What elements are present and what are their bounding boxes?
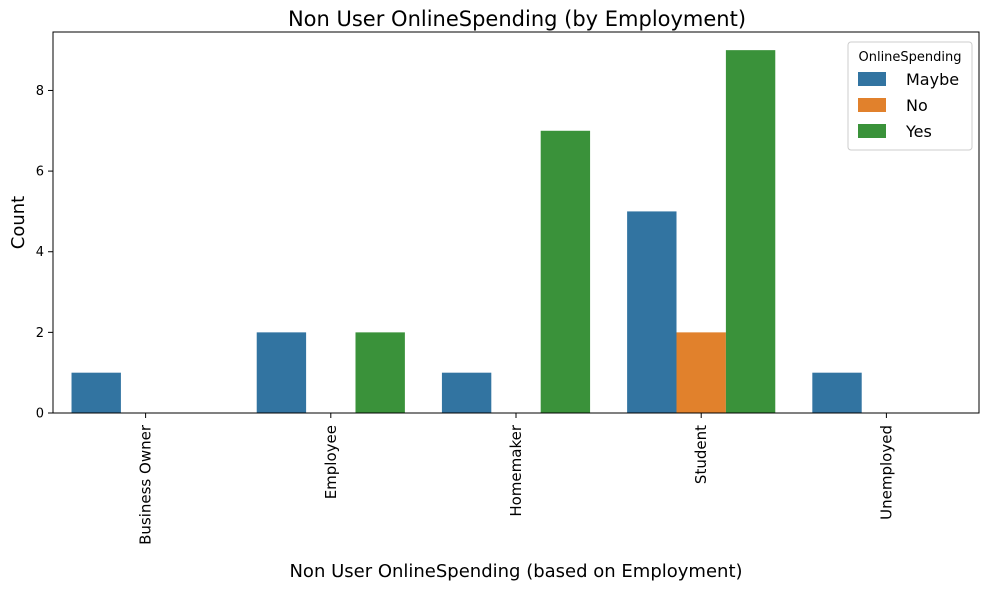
legend-swatch-maybe	[858, 72, 886, 86]
legend-label-maybe: Maybe	[906, 70, 959, 89]
x-tick-label: Business Owner	[137, 424, 155, 545]
bar-student-yes	[726, 50, 775, 413]
x-axis-label: Non User OnlineSpending (based on Employ…	[289, 561, 742, 582]
legend-label-yes: Yes	[905, 122, 932, 141]
y-tick-label: 8	[36, 84, 44, 99]
legend-swatch-yes	[858, 124, 886, 138]
bar-unemployed-maybe	[812, 373, 861, 413]
bar-employee-maybe	[257, 332, 306, 413]
y-tick-label: 2	[36, 326, 44, 341]
legend-swatch-no	[858, 98, 886, 112]
y-tick-label: 6	[36, 165, 44, 180]
y-tick-label: 4	[36, 245, 44, 260]
x-tick-label: Homemaker	[507, 424, 525, 516]
bar-homemaker-maybe	[442, 373, 491, 413]
bar-employee-yes	[355, 332, 404, 413]
legend: OnlineSpending Maybe No Yes	[848, 42, 972, 150]
bar-student-no	[677, 332, 726, 413]
legend-title: OnlineSpending	[858, 50, 961, 65]
legend-label-no: No	[906, 96, 928, 115]
bar-student-maybe	[627, 211, 676, 413]
chart-title: Non User OnlineSpending (by Employment)	[288, 7, 746, 31]
y-axis-label: Count	[8, 196, 29, 249]
y-tick-label: 0	[36, 407, 44, 422]
x-tick-label: Employee	[322, 425, 340, 499]
x-tick-label: Student	[692, 425, 710, 484]
bar-homemaker-yes	[541, 131, 590, 413]
x-tick-label: Unemployed	[877, 425, 895, 520]
bar-business-owner-maybe	[72, 373, 121, 413]
